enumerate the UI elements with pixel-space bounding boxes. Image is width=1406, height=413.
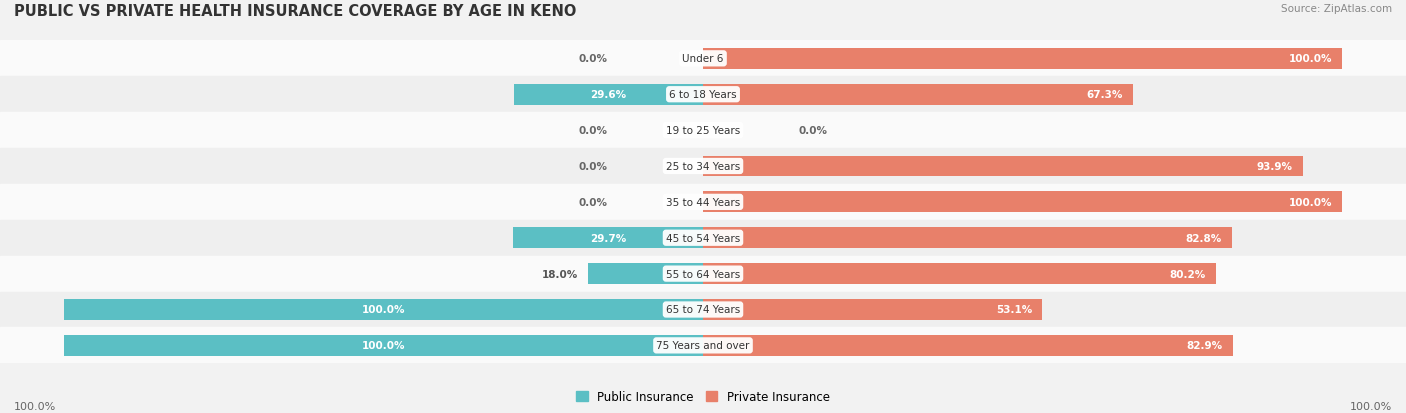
Bar xyxy=(588,263,703,284)
Bar xyxy=(63,299,703,320)
Text: 6 to 18 Years: 6 to 18 Years xyxy=(669,90,737,100)
Text: 29.6%: 29.6% xyxy=(591,90,627,100)
Bar xyxy=(703,156,1303,177)
Bar xyxy=(0,292,1406,328)
Text: 0.0%: 0.0% xyxy=(578,197,607,207)
Text: Source: ZipAtlas.com: Source: ZipAtlas.com xyxy=(1281,4,1392,14)
Text: 67.3%: 67.3% xyxy=(1087,90,1123,100)
Text: 100.0%: 100.0% xyxy=(1350,401,1392,411)
Bar xyxy=(703,49,1343,69)
Text: 0.0%: 0.0% xyxy=(799,126,828,136)
Text: 100.0%: 100.0% xyxy=(14,401,56,411)
Text: 35 to 44 Years: 35 to 44 Years xyxy=(666,197,740,207)
Bar xyxy=(0,328,1406,363)
Text: 29.7%: 29.7% xyxy=(591,233,626,243)
Text: 80.2%: 80.2% xyxy=(1168,269,1205,279)
Text: 100.0%: 100.0% xyxy=(1288,197,1331,207)
Legend: Public Insurance, Private Insurance: Public Insurance, Private Insurance xyxy=(576,390,830,403)
Text: 0.0%: 0.0% xyxy=(578,126,607,136)
Text: 82.8%: 82.8% xyxy=(1185,233,1222,243)
Bar xyxy=(703,228,1232,249)
Bar xyxy=(703,85,1133,105)
Text: 82.9%: 82.9% xyxy=(1187,341,1223,351)
Bar xyxy=(0,77,1406,113)
Text: 0.0%: 0.0% xyxy=(578,161,607,171)
Text: 0.0%: 0.0% xyxy=(578,54,607,64)
Text: 25 to 34 Years: 25 to 34 Years xyxy=(666,161,740,171)
Bar xyxy=(703,299,1042,320)
Text: 55 to 64 Years: 55 to 64 Years xyxy=(666,269,740,279)
Bar xyxy=(63,335,703,356)
Text: 100.0%: 100.0% xyxy=(361,341,405,351)
Bar xyxy=(0,113,1406,149)
Text: 100.0%: 100.0% xyxy=(361,305,405,315)
Bar xyxy=(513,85,703,105)
Text: 100.0%: 100.0% xyxy=(1288,54,1331,64)
Text: 53.1%: 53.1% xyxy=(995,305,1032,315)
Bar xyxy=(513,228,703,249)
Bar xyxy=(703,192,1343,213)
Bar xyxy=(0,185,1406,220)
Text: 75 Years and over: 75 Years and over xyxy=(657,341,749,351)
Text: 19 to 25 Years: 19 to 25 Years xyxy=(666,126,740,136)
Text: PUBLIC VS PRIVATE HEALTH INSURANCE COVERAGE BY AGE IN KENO: PUBLIC VS PRIVATE HEALTH INSURANCE COVER… xyxy=(14,4,576,19)
Bar xyxy=(703,263,1216,284)
Bar xyxy=(0,41,1406,77)
Bar xyxy=(0,256,1406,292)
Text: 45 to 54 Years: 45 to 54 Years xyxy=(666,233,740,243)
Text: Under 6: Under 6 xyxy=(682,54,724,64)
Text: 93.9%: 93.9% xyxy=(1257,161,1294,171)
Text: 18.0%: 18.0% xyxy=(541,269,578,279)
Bar xyxy=(703,335,1233,356)
Bar xyxy=(0,149,1406,185)
Text: 65 to 74 Years: 65 to 74 Years xyxy=(666,305,740,315)
Bar xyxy=(0,220,1406,256)
